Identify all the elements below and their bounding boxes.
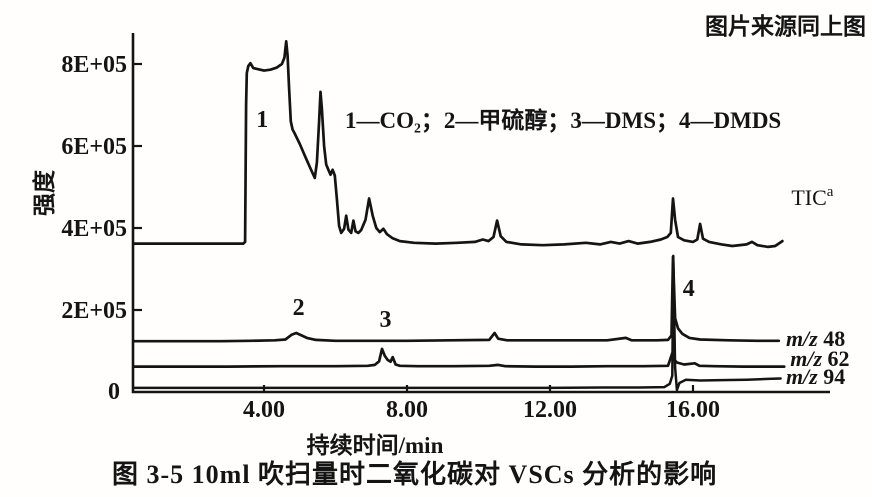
y-tick-label: 4E+05 (61, 216, 127, 242)
image-source-note: 图片来源同上图 (705, 13, 866, 39)
figure-caption: 图 3-5 10ml 吹扫量时二氧化碳对 VSCs 分析的影响 (112, 460, 718, 489)
x-axis-title: 持续时间/min (306, 433, 444, 458)
y-axis-title: 强度 (32, 170, 57, 216)
x-tick-label: 12.00 (523, 397, 577, 423)
x-tick-label: 4.00 (243, 397, 285, 423)
tic-trace (132, 40, 784, 249)
m-z-48-trace (132, 255, 781, 343)
x-tick-label: 16.00 (666, 397, 720, 423)
trace-label-m-z-94: m/z 94 (786, 364, 845, 389)
y-tick-label: 6E+05 (61, 134, 127, 160)
x-tick-label: 8.00 (386, 397, 428, 423)
peak-annotation-3: 3 (380, 307, 392, 333)
peak-annotation-4: 4 (683, 276, 695, 302)
trace-label-m-z-48: m/z 48 (786, 326, 845, 351)
m-z-62-trace (132, 347, 786, 368)
trace-label-tic: TICa (791, 184, 833, 210)
m-z-94-trace (132, 254, 782, 392)
axes (131, 33, 830, 394)
trace-label-m-z-62: m/z 62 (790, 346, 849, 371)
peak-legend: 1—CO₂；2—甲硫醇；3—DMS；4—DMDS (345, 108, 782, 133)
peak-annotation-1: 1 (256, 107, 268, 133)
peak-annotation-2: 2 (293, 295, 305, 321)
y-tick-label: 0 (108, 379, 120, 405)
y-tick-label: 8E+05 (61, 52, 127, 78)
y-tick-label: 2E+05 (61, 298, 127, 324)
